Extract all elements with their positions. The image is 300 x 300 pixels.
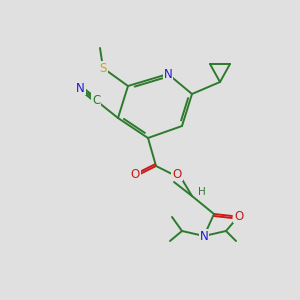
Text: N: N [200, 230, 208, 242]
Text: N: N [76, 82, 85, 94]
Text: O: O [130, 167, 140, 181]
Text: S: S [99, 61, 107, 74]
Text: O: O [172, 167, 182, 181]
Text: C: C [92, 94, 100, 107]
Text: H: H [198, 187, 206, 197]
Text: N: N [164, 68, 172, 80]
Text: O: O [234, 209, 244, 223]
